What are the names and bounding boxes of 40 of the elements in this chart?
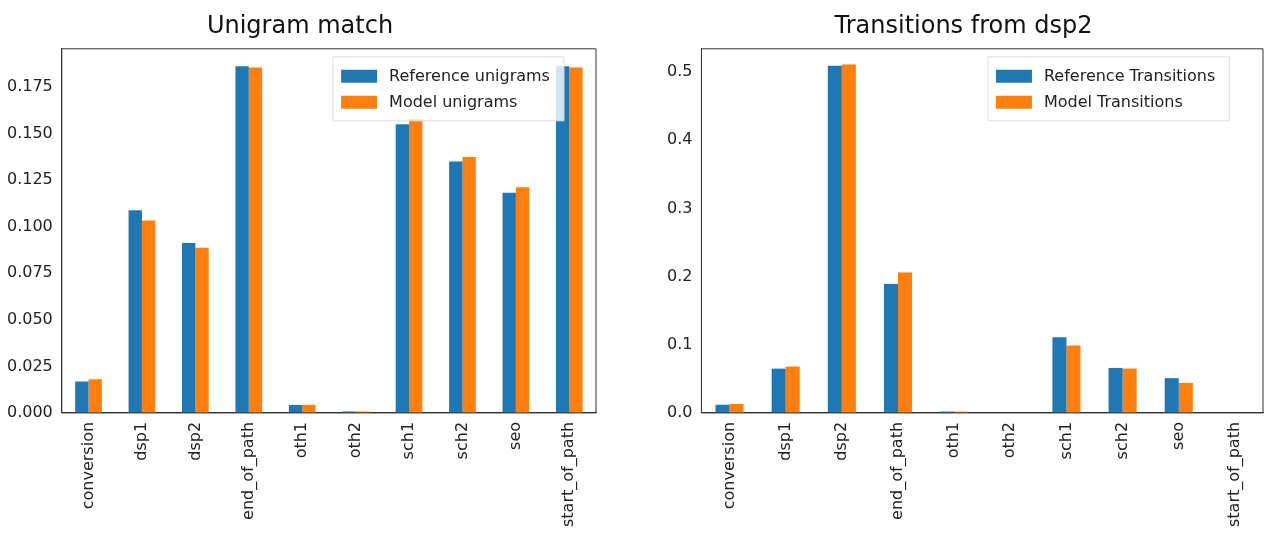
- x-tick-label: end_of_path: [887, 421, 908, 520]
- x-tick-label: start_of_path: [1224, 421, 1245, 527]
- y-tick-label: 0.4: [666, 129, 693, 149]
- y-tick-label: 0.000: [6, 402, 53, 422]
- y-tick-label: 0.150: [6, 122, 53, 142]
- x-tick-label: oth1: [291, 421, 311, 459]
- x-tick-label: sch2: [451, 421, 471, 460]
- x-tick-label: seo: [1167, 421, 1187, 450]
- x-tick-label: sch2: [1111, 421, 1131, 460]
- x-tick-label: dsp2: [184, 421, 204, 461]
- y-tick-label: 0.100: [6, 215, 53, 235]
- x-tick-label: sch1: [398, 421, 418, 460]
- y-tick-label: 0.025: [6, 355, 53, 375]
- x-tick-label: oth2: [344, 421, 364, 459]
- y-tick-label: 0.075: [6, 262, 53, 282]
- x-tick-label: conversion: [718, 421, 738, 510]
- legend-label: Model unigrams: [389, 91, 518, 111]
- x-tick-label: oth1: [943, 421, 963, 459]
- x-tick-label: dsp2: [830, 421, 850, 461]
- y-tick-label: 0.2: [666, 265, 693, 285]
- x-tick-label: start_of_path: [558, 421, 579, 527]
- y-tick-label: 0.0: [666, 402, 693, 422]
- y-tick-label: 0.3: [666, 197, 693, 217]
- y-tick-label: 0.5: [666, 61, 693, 81]
- x-tick-label: conversion: [77, 421, 97, 510]
- legend-label: Reference unigrams: [389, 65, 550, 85]
- y-tick-label: 0.175: [6, 75, 53, 95]
- chart-title: Unigram match: [206, 10, 394, 39]
- x-tick-label: seo: [505, 421, 525, 450]
- y-tick-label: 0.1: [666, 333, 693, 353]
- x-tick-label: end_of_path: [237, 421, 258, 520]
- x-tick-label: sch1: [1055, 421, 1075, 460]
- legend-label: Model Transitions: [1043, 91, 1183, 111]
- x-tick-label: dsp1: [774, 421, 794, 461]
- y-tick-label: 0.050: [6, 308, 53, 328]
- x-tick-label: oth2: [999, 421, 1019, 459]
- x-tick-label: dsp1: [131, 421, 151, 461]
- legend-label: Reference Transitions: [1043, 65, 1216, 85]
- chart-title: Transitions from dsp2: [833, 10, 1093, 39]
- y-tick-label: 0.125: [6, 169, 53, 189]
